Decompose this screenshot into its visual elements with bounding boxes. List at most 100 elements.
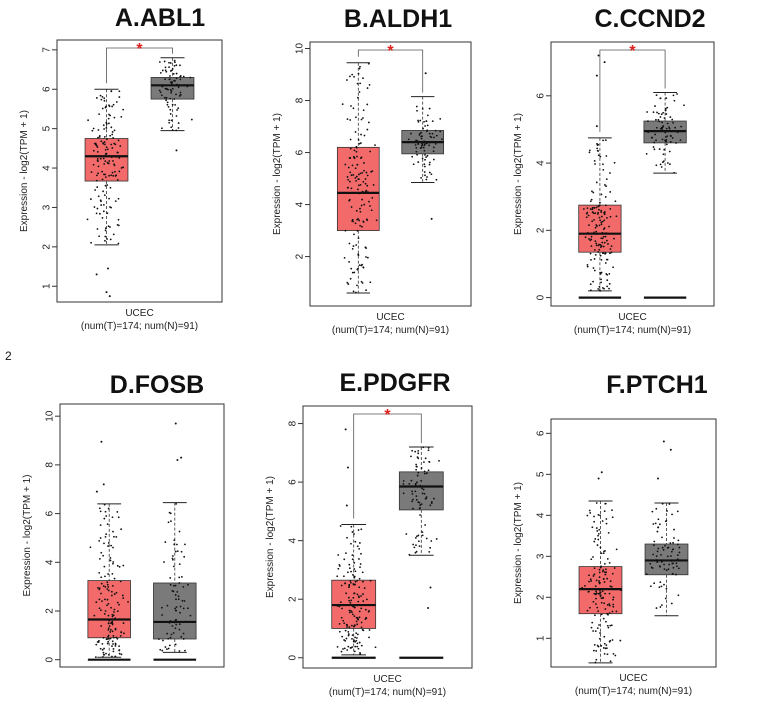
- data-point: [606, 279, 609, 282]
- data-point: [604, 592, 607, 595]
- data-point: [336, 645, 339, 648]
- data-point: [110, 622, 112, 625]
- data-point: [112, 561, 115, 563]
- data-point: [434, 129, 437, 132]
- data-point: [360, 157, 362, 159]
- panel-title: B.ALDH1: [344, 5, 452, 33]
- y-tick-label: 0: [288, 655, 299, 661]
- data-point: [589, 512, 592, 514]
- data-point: [354, 645, 357, 648]
- data-point: [357, 217, 359, 220]
- data-point: [598, 637, 601, 640]
- data-point: [356, 645, 359, 648]
- data-point: [182, 75, 185, 78]
- y-tick-label: 8: [288, 420, 299, 426]
- data-point: [172, 565, 175, 568]
- y-axis-label: Expression - log2(TPM + 1): [265, 476, 276, 598]
- data-point: [110, 206, 112, 209]
- data-point: [171, 557, 174, 560]
- data-point: [421, 534, 424, 537]
- outlier-point: [175, 149, 178, 152]
- data-point: [432, 150, 435, 153]
- data-point: [104, 160, 107, 162]
- data-point: [593, 567, 596, 570]
- data-point: [422, 446, 425, 449]
- data-point: [426, 114, 429, 117]
- data-point: [425, 537, 428, 540]
- data-point: [348, 199, 351, 202]
- outlier-point: [95, 273, 98, 276]
- data-point: [348, 609, 351, 612]
- data-point: [175, 64, 178, 67]
- data-point: [112, 614, 115, 617]
- data-point: [600, 209, 603, 212]
- data-point: [113, 611, 115, 613]
- data-point: [422, 146, 425, 149]
- data-point: [412, 507, 414, 510]
- data-point: [426, 176, 428, 178]
- data-point: [611, 572, 614, 575]
- data-point: [438, 460, 440, 462]
- data-point: [105, 127, 108, 129]
- data-point: [607, 243, 609, 245]
- data-point: [348, 584, 351, 587]
- data-point: [359, 65, 361, 68]
- data-point: [346, 626, 348, 628]
- data-point: [654, 105, 656, 107]
- data-point: [360, 118, 363, 121]
- data-point: [595, 603, 597, 605]
- data-point: [353, 568, 356, 570]
- data-point: [116, 224, 119, 226]
- y-tick-label: 2: [295, 253, 306, 259]
- data-point: [184, 649, 186, 652]
- data-point: [177, 86, 180, 88]
- data-point: [163, 561, 165, 563]
- data-point: [165, 87, 168, 90]
- data-point: [414, 490, 417, 493]
- data-point: [106, 583, 109, 586]
- data-point: [597, 610, 600, 613]
- data-point: [162, 639, 164, 642]
- data-point: [358, 542, 361, 544]
- data-point: [609, 624, 612, 627]
- data-point: [604, 235, 607, 238]
- data-point: [165, 70, 168, 73]
- data-point: [412, 543, 415, 546]
- y-tick-label: 5: [42, 125, 53, 131]
- y-tick-label: 4: [295, 201, 306, 207]
- data-point: [95, 97, 98, 99]
- data-point: [598, 285, 601, 288]
- data-point: [119, 580, 122, 583]
- data-point: [111, 516, 114, 519]
- data-point: [179, 605, 182, 608]
- data-point: [353, 271, 356, 274]
- data-point: [603, 602, 606, 605]
- data-point: [608, 287, 610, 290]
- data-point: [109, 637, 112, 640]
- data-point: [357, 178, 360, 181]
- data-point: [605, 522, 608, 525]
- outlier-point: [107, 267, 110, 270]
- data-point: [336, 575, 339, 578]
- data-point: [109, 557, 112, 559]
- data-point: [356, 82, 359, 85]
- data-point: [174, 627, 177, 630]
- y-tick-label: 1: [536, 635, 547, 641]
- data-point: [428, 144, 430, 147]
- outlier-point: [595, 125, 598, 128]
- data-point: [97, 136, 99, 139]
- outlier-point: [597, 54, 600, 57]
- data-point: [414, 450, 417, 453]
- data-point: [423, 492, 426, 495]
- data-point: [108, 105, 111, 108]
- data-point: [166, 101, 169, 104]
- data-point: [183, 600, 186, 602]
- data-point: [603, 581, 606, 583]
- data-point: [170, 633, 173, 636]
- data-point: [593, 515, 595, 518]
- data-point: [611, 516, 614, 519]
- data-point: [105, 152, 108, 155]
- data-point: [117, 139, 120, 142]
- data-point: [113, 593, 116, 595]
- data-point: [602, 139, 604, 142]
